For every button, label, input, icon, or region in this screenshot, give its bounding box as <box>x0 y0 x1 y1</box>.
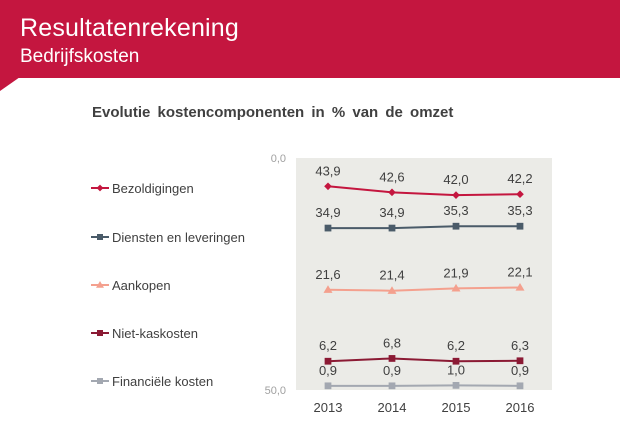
data-point <box>452 381 460 389</box>
legend-marker <box>97 378 103 384</box>
data-point <box>451 283 461 292</box>
data-label: 0,9 <box>319 363 337 378</box>
data-point <box>387 286 397 294</box>
legend-marker <box>97 234 103 240</box>
data-point <box>515 282 525 291</box>
data-label: 21,4 <box>379 268 404 283</box>
data-point <box>516 190 524 199</box>
data-point <box>388 382 396 390</box>
y-tick-label: 0,0 <box>271 153 286 165</box>
plot-area <box>296 158 552 390</box>
data-label: 35,3 <box>443 203 468 218</box>
page-title: Resultatenrekening <box>20 14 240 42</box>
data-label: 0,9 <box>511 363 529 378</box>
page-subtitle: Bedrijfskosten <box>20 46 140 67</box>
legend-label: Diensten en leveringen <box>112 230 245 245</box>
legend-label: Financiële kosten <box>112 374 213 389</box>
data-label: 1,0 <box>447 362 465 377</box>
data-label: 35,3 <box>507 203 532 218</box>
data-label: 43,9 <box>315 163 340 178</box>
data-point <box>516 222 524 230</box>
x-tick-label: 2013 <box>314 400 343 415</box>
legend-marker <box>96 184 104 192</box>
data-label: 6,3 <box>511 338 529 353</box>
data-label: 22,1 <box>507 264 532 279</box>
data-point <box>516 382 524 390</box>
data-label: 6,2 <box>447 338 465 353</box>
data-point <box>388 224 396 232</box>
data-label: 34,9 <box>379 205 404 220</box>
header-banner <box>0 0 620 78</box>
series-line <box>327 357 521 363</box>
legend-marker <box>97 330 103 336</box>
legend-label: Aankopen <box>112 278 171 293</box>
data-point <box>388 188 396 197</box>
legend-marker <box>96 281 104 288</box>
data-label: 0,9 <box>383 363 401 378</box>
y-tick-label: 50,0 <box>265 385 286 397</box>
x-tick-label: 2015 <box>442 400 471 415</box>
data-point <box>388 355 396 362</box>
x-tick-label: 2014 <box>378 400 407 415</box>
chart-title: Evolutie kostencomponenten in % van de o… <box>92 104 454 121</box>
data-label: 34,9 <box>315 205 340 220</box>
data-point <box>323 285 333 293</box>
data-point <box>324 357 332 365</box>
series-line <box>328 225 520 230</box>
series-line <box>327 286 521 292</box>
data-label: 42,6 <box>379 169 404 184</box>
data-point <box>324 224 332 232</box>
data-label: 6,2 <box>319 338 337 353</box>
data-point <box>452 191 460 199</box>
data-label: 21,9 <box>443 265 468 280</box>
data-point <box>324 182 332 191</box>
data-point <box>452 222 460 230</box>
legend-label: Bezoldigingen <box>112 181 194 196</box>
header-notch <box>0 77 20 91</box>
data-label: 21,6 <box>315 267 340 282</box>
legend-label: Niet-kaskosten <box>112 326 198 341</box>
data-point <box>516 357 524 365</box>
series-line <box>327 185 521 197</box>
data-label: 6,8 <box>383 335 401 350</box>
data-label: 42,0 <box>443 172 468 187</box>
data-label: 42,2 <box>507 171 532 186</box>
x-tick-label: 2016 <box>506 400 535 415</box>
data-point <box>452 357 460 365</box>
data-point <box>324 382 332 390</box>
